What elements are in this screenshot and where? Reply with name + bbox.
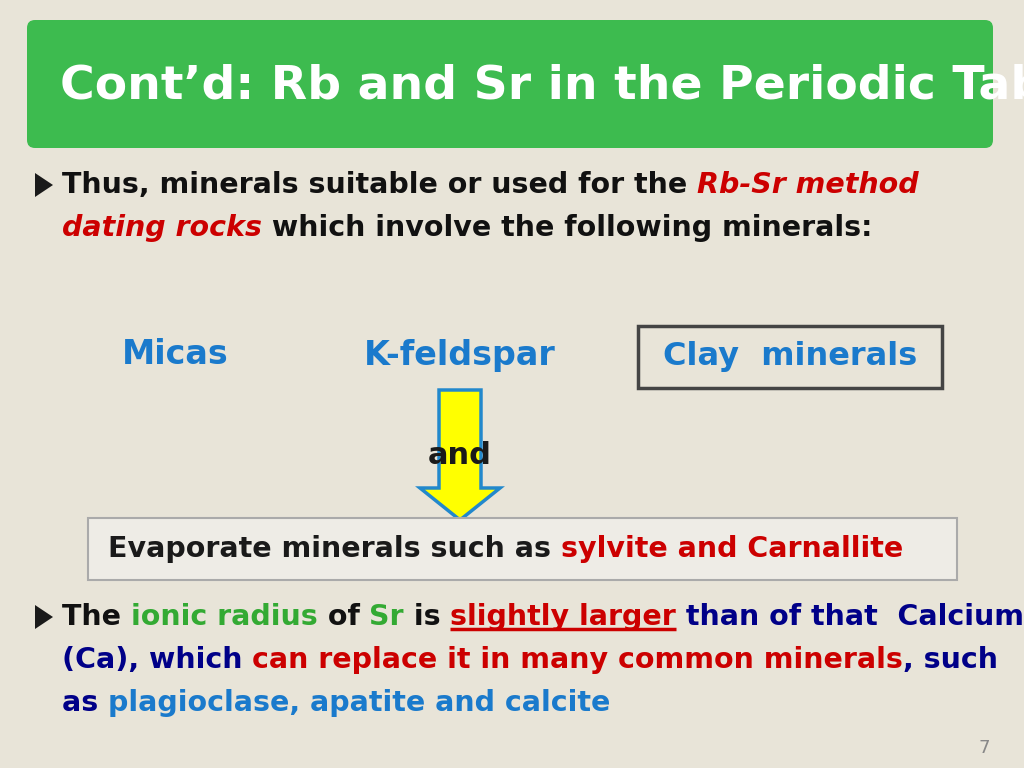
Text: Thus, minerals suitable or used for the: Thus, minerals suitable or used for the	[62, 171, 697, 199]
Text: slightly larger: slightly larger	[451, 603, 676, 631]
Text: Clay  minerals: Clay minerals	[663, 342, 918, 372]
Text: Rb-Sr method: Rb-Sr method	[697, 171, 919, 199]
Text: is: is	[403, 603, 451, 631]
Text: , such: , such	[903, 646, 998, 674]
Text: (Ca), which: (Ca), which	[62, 646, 252, 674]
Text: as: as	[62, 689, 109, 717]
Text: sylvite and Carnallite: sylvite and Carnallite	[561, 535, 903, 563]
Text: of: of	[317, 603, 370, 631]
Text: The: The	[62, 603, 131, 631]
Text: Sr: Sr	[370, 603, 403, 631]
Text: 7: 7	[979, 739, 990, 757]
FancyBboxPatch shape	[638, 326, 942, 388]
Text: Evaporate minerals such as: Evaporate minerals such as	[108, 535, 561, 563]
Text: and: and	[428, 441, 492, 469]
Polygon shape	[35, 173, 53, 197]
Polygon shape	[35, 605, 53, 629]
Text: can replace it in many common minerals: can replace it in many common minerals	[252, 646, 903, 674]
Text: than of that  Calcium: than of that Calcium	[676, 603, 1024, 631]
Text: Micas: Micas	[122, 339, 228, 372]
Text: dating rocks: dating rocks	[62, 214, 262, 242]
Text: K-feldspar: K-feldspar	[365, 339, 556, 372]
Text: ionic radius: ionic radius	[131, 603, 317, 631]
FancyBboxPatch shape	[27, 20, 993, 148]
Text: plagioclase, apatite and calcite: plagioclase, apatite and calcite	[109, 689, 610, 717]
Polygon shape	[420, 390, 500, 520]
Text: which involve the following minerals:: which involve the following minerals:	[262, 214, 872, 242]
Text: Cont’d: Rb and Sr in the Periodic Table: Cont’d: Rb and Sr in the Periodic Table	[60, 64, 1024, 108]
FancyBboxPatch shape	[88, 518, 957, 580]
